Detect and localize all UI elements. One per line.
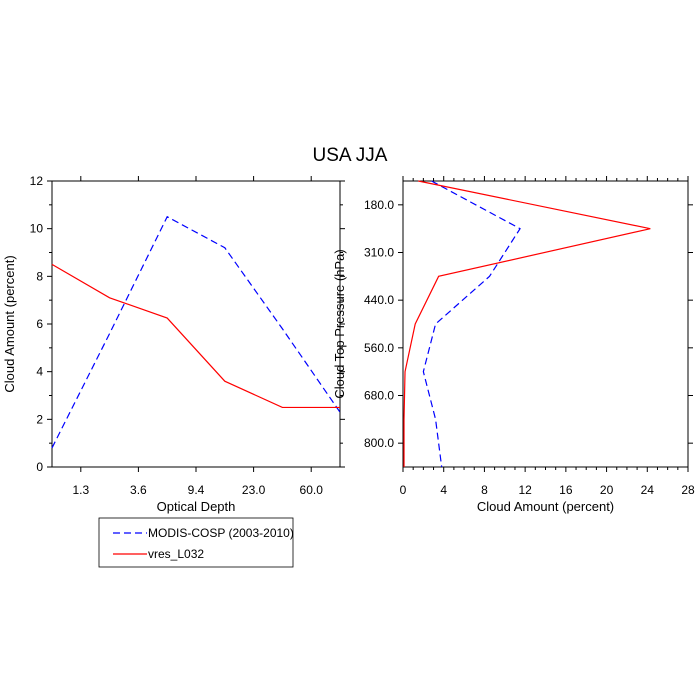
x-tick-label: 8 (481, 483, 488, 497)
y-tick-label: 4 (36, 365, 43, 379)
series-line-0 (422, 180, 521, 468)
x-tick-label: 12 (518, 483, 532, 497)
y-tick-label: 2 (36, 412, 43, 426)
series-line-1 (403, 180, 651, 467)
pressure-profile-chart: 0 4 8 12 16 20 24 28 180.0 310.0 440.0 560.0 680.0 80… (332, 176, 695, 514)
y-tick-label: 6 (36, 317, 43, 331)
y-tick-label: 0 (36, 460, 43, 474)
optical-depth-chart: 0 2 4 6 8 10 12 1.3 3.6 9.4 23.0 60.0 Optical Depth C… (2, 174, 345, 514)
legend: MODIS-COSP (2003-2010) vres_L032 (98, 517, 294, 568)
y-tick-label: 680.0 (364, 389, 394, 403)
plot-frame (51, 180, 341, 468)
x-tick-label: 1.3 (72, 483, 89, 497)
y-tick-label: 8 (36, 269, 43, 283)
y-tick-label: 12 (30, 174, 44, 188)
legend-label-1: vres_L032 (148, 547, 204, 561)
y-tick-label: 800.0 (364, 436, 394, 450)
y-tick-label: 440.0 (364, 293, 394, 307)
x-tick-label: 28 (681, 483, 695, 497)
x-tick-label: 60.0 (300, 483, 324, 497)
y-axis-label: Cloud Top Pressure (hPa) (332, 249, 347, 398)
legend-box (98, 517, 294, 568)
plot-frame (402, 180, 689, 468)
series-line-0 (51, 215, 341, 449)
series-line-1 (51, 263, 340, 409)
x-tick-label: 3.6 (130, 483, 147, 497)
x-tick-label: 9.4 (188, 483, 205, 497)
y-tick-label: 10 (30, 222, 44, 236)
x-tick-label: 16 (559, 483, 573, 497)
x-axis-label: Optical Depth (157, 499, 236, 514)
x-tick-label: 24 (641, 483, 655, 497)
y-tick-label: 310.0 (364, 246, 394, 260)
y-tick-label: 180.0 (364, 198, 394, 212)
x-tick-label: 4 (440, 483, 447, 497)
x-axis-label: Cloud Amount (percent) (477, 499, 614, 514)
x-tick-label: 23.0 (242, 483, 266, 497)
x-tick-label: 20 (600, 483, 614, 497)
legend-label-0: MODIS-COSP (2003-2010) (148, 526, 294, 540)
y-axis-label: Cloud Amount (percent) (2, 255, 17, 392)
y-tick-label: 560.0 (364, 341, 394, 355)
chart-title: USA JJA (313, 145, 388, 166)
x-tick-label: 0 (400, 483, 407, 497)
